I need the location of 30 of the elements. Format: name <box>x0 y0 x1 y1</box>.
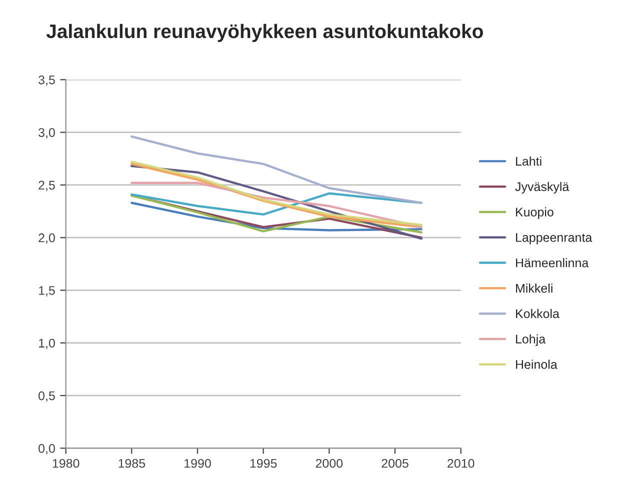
y-tick-label: 3,0 <box>38 128 55 138</box>
x-tick-label: 1980 <box>52 458 80 468</box>
y-tick-label: 0,0 <box>38 444 55 454</box>
legend-label: Kokkola <box>516 308 560 318</box>
x-tick-label: 1990 <box>184 458 211 468</box>
legend-label: Kuopio <box>516 207 554 219</box>
line-series <box>130 192 422 216</box>
x-tick-label: 2000 <box>316 458 343 468</box>
x-tick-label: 2010 <box>448 458 474 468</box>
legend-label: Heinola <box>516 360 558 369</box>
line-series <box>130 202 422 232</box>
legend-label: Lappeenranta <box>516 233 592 244</box>
x-tick-label: 1985 <box>118 458 146 468</box>
chart-title: Jalankulun reunavyöhykkeen asuntokuntakoko <box>46 24 483 42</box>
y-tick-label: 3,5 <box>38 75 55 86</box>
line-series <box>130 164 422 240</box>
y-tick-label: 1,0 <box>38 338 55 350</box>
legend-label: Lahti <box>516 156 542 166</box>
y-tick-label: 2,0 <box>38 233 55 244</box>
legend-label: Mikkeli <box>516 284 552 293</box>
line-series <box>130 182 422 228</box>
y-tick-label: 2,5 <box>38 180 55 192</box>
y-tick-label: 0,5 <box>38 391 55 402</box>
y-tick-label: 1,5 <box>38 286 55 296</box>
legend-label: Hämeenlinna <box>516 258 589 268</box>
x-tick-label: 2005 <box>382 458 408 468</box>
legend-label: Lohja <box>516 334 546 346</box>
x-tick-label: 1995 <box>250 458 277 468</box>
line-series <box>130 135 422 204</box>
legend-label: Jyväskylä <box>515 182 570 194</box>
